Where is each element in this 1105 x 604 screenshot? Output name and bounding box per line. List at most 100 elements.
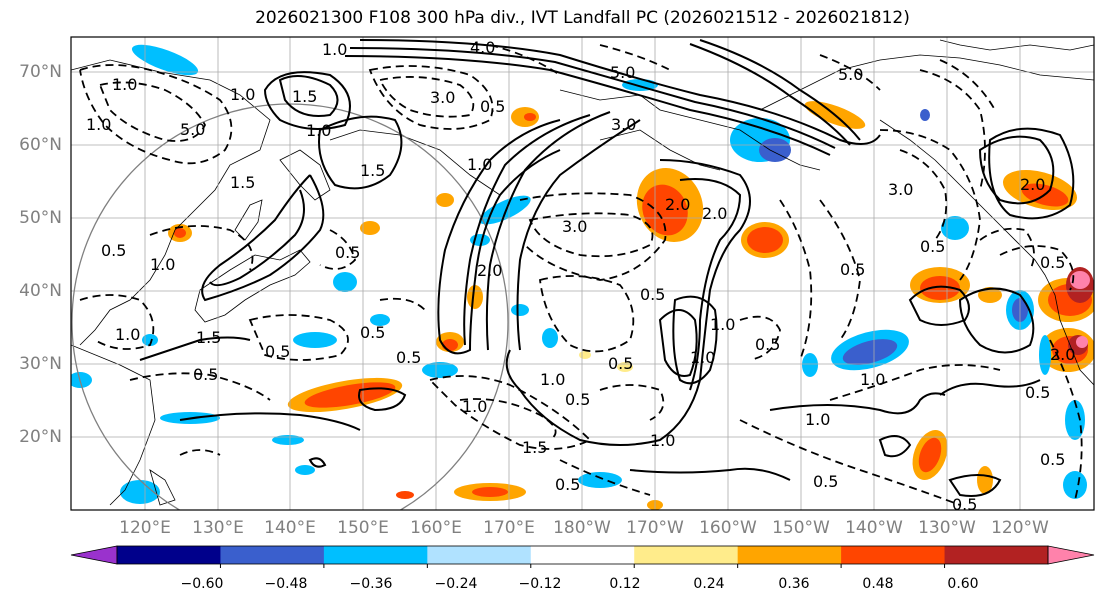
contour-label: 0.5	[755, 335, 780, 354]
contour-label: 0.5	[840, 260, 865, 279]
contour-label: 1.0	[230, 85, 255, 104]
contour-label: 1.0	[306, 121, 331, 140]
lon-label: 140°W	[845, 518, 903, 538]
lon-label: 160°E	[410, 518, 462, 538]
contour-label: 0.5	[193, 365, 218, 384]
colorbar-swatch	[944, 546, 1049, 564]
lat-label-20n: 20°N	[19, 427, 62, 447]
colorbar-swatch	[634, 546, 739, 564]
contour-label: 2.0	[477, 261, 502, 280]
contour-label: 0.5	[608, 354, 633, 373]
contour-label: 2.0	[702, 204, 727, 223]
contour-label: 4.0	[470, 38, 495, 57]
solid-contours	[139, 39, 1075, 497]
lon-label: 130°E	[192, 518, 244, 538]
lon-label: 180°W	[553, 518, 611, 538]
contour-label: 2.0	[665, 195, 690, 214]
lon-label: 170°W	[626, 518, 684, 538]
map-frame	[70, 36, 1095, 511]
contour-label: 1.5	[522, 438, 547, 457]
lat-label-50n: 50°N	[19, 208, 62, 228]
contour-label: 1.0	[690, 348, 715, 367]
contour-label: 1.5	[292, 87, 317, 106]
contour-label: 1.0	[540, 370, 565, 389]
contour-label: 5.0	[838, 65, 863, 84]
dashed-contours	[79, 44, 1083, 506]
shading-layer	[71, 44, 1094, 510]
colorbar-tick-label: −0.24	[434, 576, 478, 592]
contour-label: 1.5	[230, 173, 255, 192]
lon-label: 170°E	[483, 518, 535, 538]
colorbar-frame	[116, 545, 1049, 565]
contour-label: 0.5	[360, 323, 385, 342]
contour-label: 1.0	[467, 155, 492, 174]
colorbar-extend-min	[70, 545, 118, 565]
lat-label-70n: 70°N	[19, 62, 62, 82]
colorbar-tick-label: −0.48	[264, 576, 308, 592]
range-circle	[71, 103, 509, 510]
contour-label: 5.0	[180, 120, 205, 139]
lon-label: 150°W	[772, 518, 830, 538]
contour-label: 0.5	[1025, 383, 1050, 402]
contour-label: 0.5	[640, 285, 665, 304]
contour-label: 0.5	[101, 241, 126, 260]
contour-label: 0.5	[480, 97, 505, 116]
contour-label: 1.5	[360, 161, 385, 180]
lon-label: 120°W	[991, 518, 1049, 538]
colorbar-swatch	[737, 546, 842, 564]
lon-label: 150°E	[337, 518, 389, 538]
graticule	[71, 37, 1094, 510]
contour-label: 1.0	[322, 40, 347, 59]
colorbar-tick-label: −0.60	[180, 576, 224, 592]
colorbar-swatch	[220, 546, 325, 564]
contour-label: 2.0	[1050, 345, 1075, 364]
contour-label: 5.0	[610, 63, 635, 82]
contour-label: 0.5	[565, 390, 590, 409]
contour-label: 0.5	[335, 243, 360, 262]
lon-label: 140°E	[264, 518, 316, 538]
colorbar-swatch	[530, 546, 635, 564]
contour-label: 3.0	[430, 88, 455, 107]
contour-label: 1.0	[112, 75, 137, 94]
colorbar-swatch	[323, 546, 428, 564]
colorbar-tick-label: −0.12	[518, 576, 562, 592]
colorbar-tick-label: −0.36	[349, 576, 393, 592]
colorbar-tick-label: 0.48	[862, 576, 894, 592]
contour-label: 3.0	[611, 115, 636, 134]
contour-label: 3.0	[562, 217, 587, 236]
contour-label: 1.0	[710, 315, 735, 334]
contour-label: 0.5	[920, 237, 945, 256]
colorbar-swatch	[841, 546, 946, 564]
colorbar-tick-label: 0.24	[693, 576, 725, 592]
lat-label-60n: 60°N	[19, 135, 62, 155]
contour-label-layer: 1.0 4.0 5.0 5.0 1.0 1.5 3.0 0.5 1.0 5.0 …	[86, 38, 1075, 514]
contour-label: 1.5	[196, 328, 221, 347]
lon-label: 120°E	[119, 518, 171, 538]
lat-label-30n: 30°N	[19, 354, 62, 374]
lon-label: 160°W	[699, 518, 757, 538]
colorbar-tick-label: 0.36	[778, 576, 810, 592]
contour-label: 1.0	[150, 255, 175, 274]
contour-label: 1.0	[650, 431, 675, 450]
contour-label: 1.0	[86, 115, 111, 134]
map-title: 2026021300 F108 300 hPa div., IVT Landfa…	[255, 8, 910, 28]
contour-label: 0.5	[1040, 450, 1065, 469]
colorbar-swatch	[117, 546, 221, 564]
contour-label: 0.5	[813, 472, 838, 491]
lat-label-40n: 40°N	[19, 281, 62, 301]
contour-label: 1.0	[462, 397, 487, 416]
contour-label: 0.5	[952, 495, 977, 514]
contour-label: 1.0	[115, 325, 140, 344]
contour-label: 1.0	[805, 410, 830, 429]
colorbar-swatch	[427, 546, 532, 564]
contour-label: 0.5	[1040, 253, 1065, 272]
contour-label: 2.0	[1020, 175, 1045, 194]
lon-label: 130°W	[918, 518, 976, 538]
contour-label: 0.5	[265, 342, 290, 361]
colorbar-tick-label: 0.12	[609, 576, 641, 592]
contour-label: 0.5	[555, 475, 580, 494]
contour-label: 3.0	[888, 180, 913, 199]
colorbar-tick-label: 0.60	[947, 576, 979, 592]
contour-label: 1.0	[860, 370, 885, 389]
